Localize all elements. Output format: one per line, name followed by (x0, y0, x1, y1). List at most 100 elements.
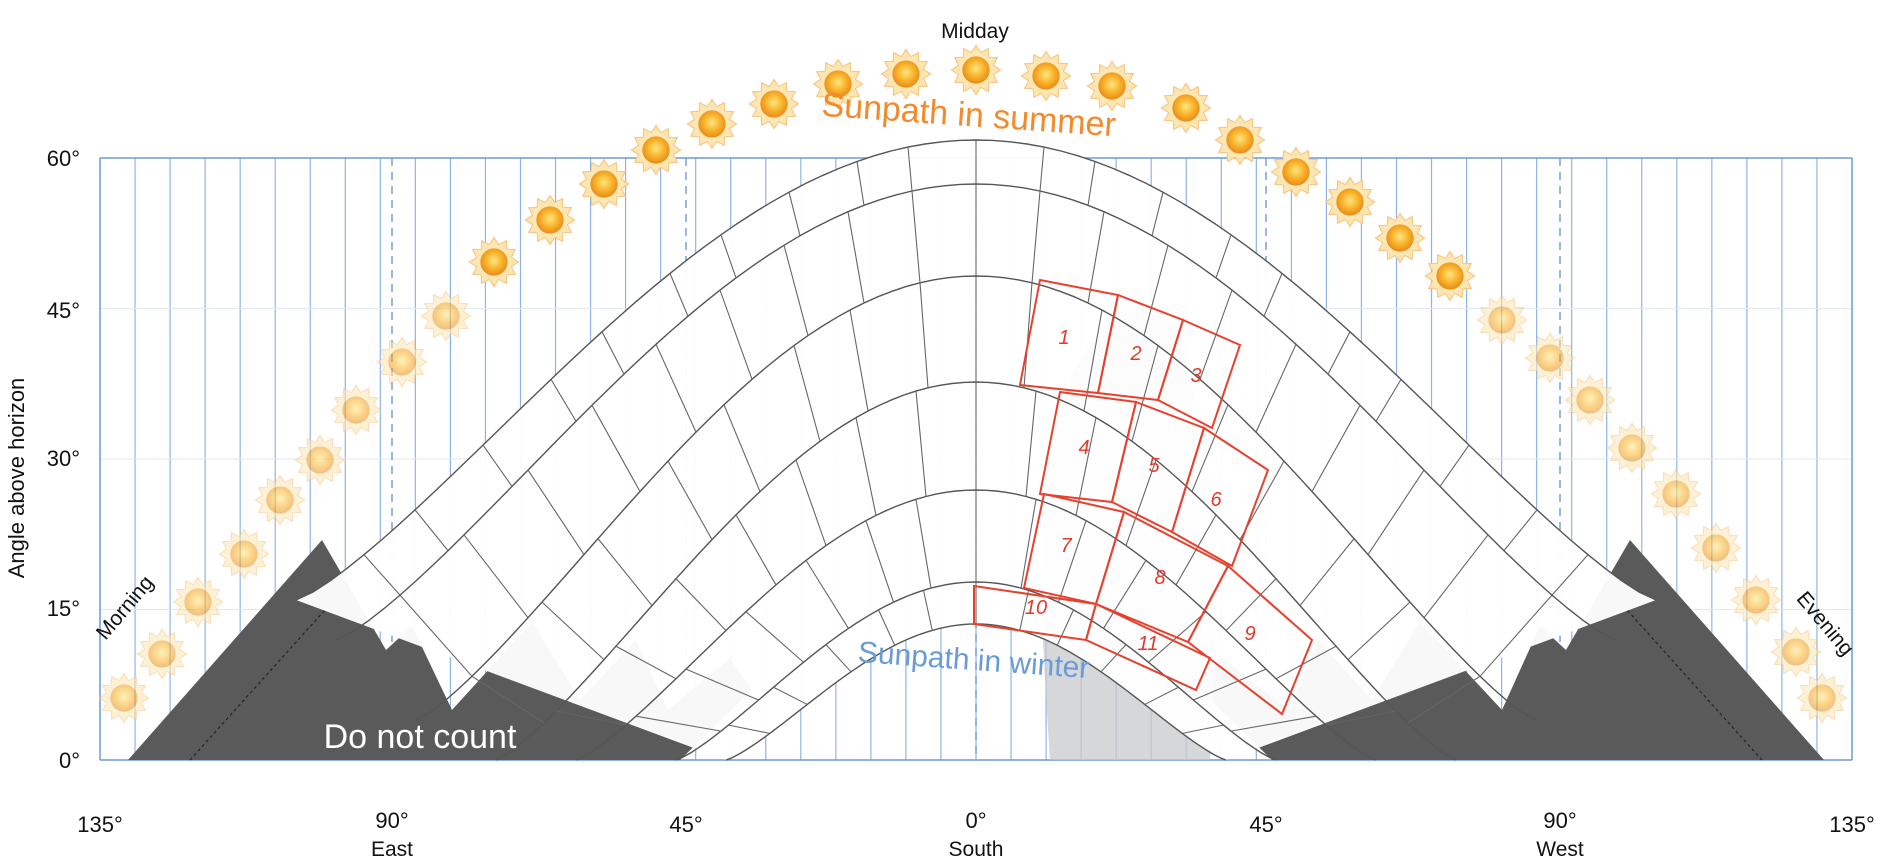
cell-divider (1439, 444, 1470, 487)
cell-divider (1327, 331, 1351, 375)
sun-markers (98, 44, 1848, 724)
x-tick-90-west: 90° (1543, 808, 1576, 833)
cell-divider (1020, 499, 1037, 589)
counted-cell (1084, 602, 1212, 692)
y-tick-0: 0° (59, 748, 80, 773)
cell-divider (855, 417, 877, 516)
sun-icon (686, 98, 738, 150)
y-tick-45: 45° (47, 298, 80, 323)
sun-core (590, 170, 618, 198)
cell-divider (414, 509, 449, 552)
sun-core (1032, 62, 1060, 90)
sun-icon (1564, 374, 1616, 426)
cell-divider (527, 469, 585, 555)
cell-divider (1325, 710, 1397, 726)
cell-divider (773, 686, 808, 705)
cell-divider (1144, 686, 1179, 705)
cell-divider (555, 710, 627, 726)
cell-divider (919, 282, 929, 388)
cell-divider (1087, 161, 1096, 206)
cell-divider (1131, 345, 1159, 442)
sun-icon (98, 672, 150, 724)
sun-icon (254, 474, 306, 526)
sun-icon (1214, 114, 1266, 166)
cell-divider (1143, 245, 1169, 336)
sun-icon (1160, 82, 1212, 134)
sun-core (1226, 126, 1254, 154)
cell-divider (911, 190, 921, 283)
cell-divider (1182, 724, 1224, 734)
cell-divider (1087, 211, 1105, 304)
sun-core (1702, 534, 1730, 562)
sun-core (1336, 188, 1364, 216)
x-dir-south: South (949, 838, 1004, 861)
sun-icon (1270, 146, 1322, 198)
cell-divider (550, 379, 577, 422)
cell-divider (735, 514, 777, 586)
sun-core (110, 684, 138, 712)
cell-divider (615, 645, 677, 680)
sun-icon (376, 336, 428, 388)
sun-icon (468, 236, 520, 288)
cell-divider (363, 554, 401, 596)
x-tick-45-west: 45° (1249, 812, 1282, 837)
sun-core (760, 90, 788, 118)
sun-icon (1770, 626, 1822, 678)
sun-core (1282, 158, 1310, 186)
x-tick-45-east: 45° (669, 812, 702, 837)
y-tick-15: 15° (47, 596, 80, 621)
cell-divider (922, 590, 933, 631)
counted-cell (1186, 564, 1314, 716)
mountain-ridge (1599, 579, 1763, 761)
cell-divider (719, 289, 753, 380)
sun-core (698, 110, 726, 138)
cell-divider (1031, 190, 1041, 283)
cell-divider (865, 520, 895, 603)
cell-divider (541, 601, 605, 661)
y-tick-60: 60° (47, 146, 80, 171)
cell-divider (1025, 391, 1037, 497)
sun-core (306, 446, 334, 474)
counted-cell (1170, 426, 1270, 568)
cell-divider (1023, 282, 1033, 388)
sun-icon (524, 194, 576, 246)
sun-core (1662, 480, 1690, 508)
sun-icon (1650, 468, 1702, 520)
counted-cells: 1 2 3 4 5 6 7 8 9 10 11 (973, 278, 1314, 716)
sun-icon (420, 290, 472, 342)
sun-core (342, 396, 370, 424)
cell-divider (720, 234, 737, 279)
sun-icon (136, 628, 188, 680)
cell-divider (1423, 534, 1489, 619)
cell-divider (915, 391, 927, 497)
cell-divider (1311, 405, 1361, 492)
cell-divider (847, 211, 865, 304)
cell-divider (1056, 609, 1074, 646)
midday-label: Midday (941, 20, 1009, 43)
cell-number: 1 (1058, 327, 1069, 349)
cell-divider (482, 444, 513, 487)
sun-icon (1476, 294, 1528, 346)
mountain-ridge (189, 579, 353, 761)
x-tick-0: 0° (965, 808, 986, 833)
cell-divider (1103, 560, 1147, 629)
sun-core (1172, 94, 1200, 122)
cell-divider (907, 147, 913, 192)
counted-cell (1156, 318, 1242, 430)
sun-core (1386, 224, 1414, 252)
cell-divider (795, 459, 827, 546)
cell-divider (1100, 644, 1127, 673)
cell-divider (723, 404, 761, 492)
cell-divider (1407, 675, 1481, 724)
cell-divider (591, 405, 641, 492)
cell-divider (471, 675, 545, 724)
cell-divider (1125, 459, 1157, 546)
y-tick-30: 30° (47, 446, 80, 471)
cell-number: 3 (1190, 365, 1201, 387)
cell-number: 8 (1154, 567, 1165, 589)
sun-core (388, 348, 416, 376)
sun-icon (748, 78, 800, 130)
sun-core (824, 70, 852, 98)
x-tick-90-east: 90° (375, 808, 408, 833)
sun-icon (294, 434, 346, 486)
